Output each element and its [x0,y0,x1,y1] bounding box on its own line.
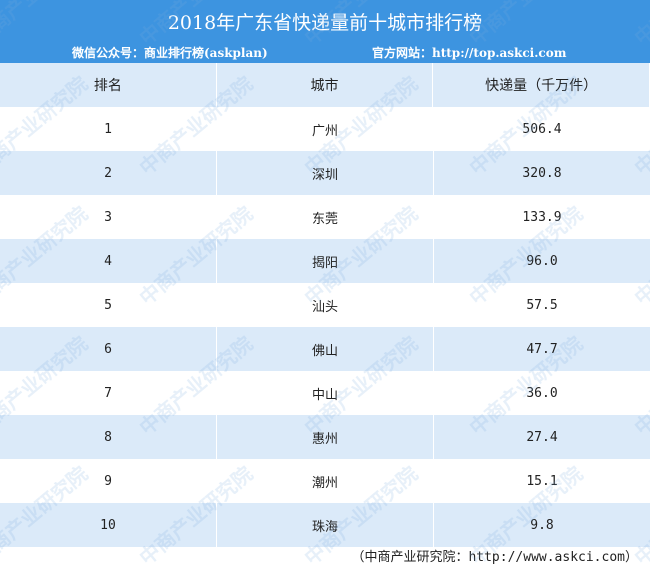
city-cell: 深圳 [217,151,434,195]
table-row: 3 东莞 133.9 [0,195,650,239]
header-banner: 2018年广东省快递量前十城市排行榜 微信公众号：商业排行榜(askplan) … [0,0,650,63]
city-cell: 揭阳 [217,239,434,283]
volume-cell: 133.9 [522,209,562,225]
city-cell: 潮州 [217,459,434,503]
city-cell: 惠州 [217,415,434,459]
column-header-city: 城市 [217,63,434,107]
volume-cell: 27.4 [526,429,558,445]
rank-cell: 4 [0,239,217,283]
column-header-rank: 排名 [0,63,217,107]
volume-cell: 96.0 [526,253,558,269]
website-link[interactable]: 官方网站：http://top.askci.com [372,46,567,60]
table-row: 8 惠州 27.4 [0,415,650,459]
column-header-volume: 快递量（千万件） [433,63,650,107]
table-row: 2 深圳 320.8 [0,151,650,195]
volume-cell: 9.8 [530,517,554,533]
rank-cell: 5 [0,283,217,327]
city-cell: 佛山 [217,327,434,371]
city-cell: 东莞 [217,195,434,239]
table-row: 5 汕头 57.5 [0,283,650,327]
table-row: 7 中山 36.0 [0,371,650,415]
volume-cell: 57.5 [526,297,558,313]
rank-cell: 6 [0,327,217,371]
ranking-table: 排名 城市 快递量（千万件） 1 广州 506.4 2 深圳 320.8 3 东莞 133.9 4… [0,63,650,547]
volume-cell: 320.8 [522,165,562,181]
city-cell: 珠海 [217,503,434,547]
wechat-account: 微信公众号：商业排行榜(askplan) [72,46,268,60]
table-row: 9 潮州 15.1 [0,459,650,503]
table-row: 4 揭阳 96.0 [0,239,650,283]
volume-cell: 36.0 [526,385,558,401]
volume-cell: 506.4 [522,121,562,137]
city-cell: 中山 [217,371,434,415]
rank-cell: 10 [0,503,217,547]
page-title: 2018年广东省快递量前十城市排行榜 [167,12,483,34]
volume-cell: 47.7 [526,341,558,357]
city-cell: 汕头 [217,283,434,327]
table-row: 10 珠海 9.8 [0,503,650,547]
rank-cell: 3 [0,195,217,239]
volume-cell: 15.1 [526,473,558,489]
rank-cell: 9 [0,459,217,503]
rank-cell: 7 [0,371,217,415]
source-footer: （中商产业研究院：http://www.askci.com） [351,550,638,565]
table-row: 1 广州 506.4 [0,107,650,151]
rank-cell: 2 [0,151,217,195]
rank-cell: 1 [0,107,217,151]
city-cell: 广州 [217,107,434,151]
rank-cell: 8 [0,415,217,459]
table-row: 6 佛山 47.7 [0,327,650,371]
table-header-row: 排名 城市 快递量（千万件） [0,63,650,107]
